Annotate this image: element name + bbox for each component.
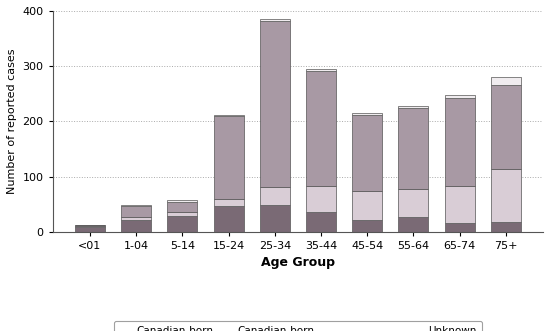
Bar	[306, 186, 336, 213]
Bar	[75, 225, 105, 226]
Y-axis label: Number of reported cases: Number of reported cases	[7, 49, 17, 194]
Bar	[167, 202, 197, 212]
X-axis label: Age Group: Age Group	[261, 256, 335, 269]
Bar	[352, 113, 382, 115]
Bar	[306, 69, 336, 71]
Bar	[491, 222, 521, 232]
Bar	[121, 219, 151, 232]
Bar	[260, 205, 290, 232]
Bar	[352, 191, 382, 219]
Bar	[167, 200, 197, 202]
Bar	[398, 217, 428, 232]
Bar	[75, 227, 105, 232]
Bar	[121, 206, 151, 217]
Bar	[213, 199, 244, 206]
Bar	[444, 186, 475, 223]
Bar	[398, 189, 428, 217]
Legend: Canadian-born
Aboriginal, Canadian-born
Non-aboriginal, Foreign-born, Unknown
Or: Canadian-born Aboriginal, Canadian-born …	[114, 321, 482, 331]
Bar	[167, 216, 197, 232]
Bar	[491, 169, 521, 222]
Bar	[352, 219, 382, 232]
Bar	[306, 213, 336, 232]
Bar	[491, 85, 521, 169]
Bar	[75, 226, 105, 227]
Bar	[491, 77, 521, 85]
Bar	[167, 212, 197, 216]
Bar	[213, 206, 244, 232]
Bar	[121, 217, 151, 219]
Bar	[444, 98, 475, 186]
Bar	[306, 71, 336, 186]
Bar	[213, 115, 244, 117]
Bar	[260, 19, 290, 22]
Bar	[352, 115, 382, 191]
Bar	[444, 223, 475, 232]
Bar	[121, 205, 151, 206]
Bar	[213, 117, 244, 199]
Bar	[260, 22, 290, 187]
Bar	[260, 187, 290, 205]
Bar	[398, 106, 428, 108]
Bar	[398, 108, 428, 189]
Bar	[444, 95, 475, 98]
